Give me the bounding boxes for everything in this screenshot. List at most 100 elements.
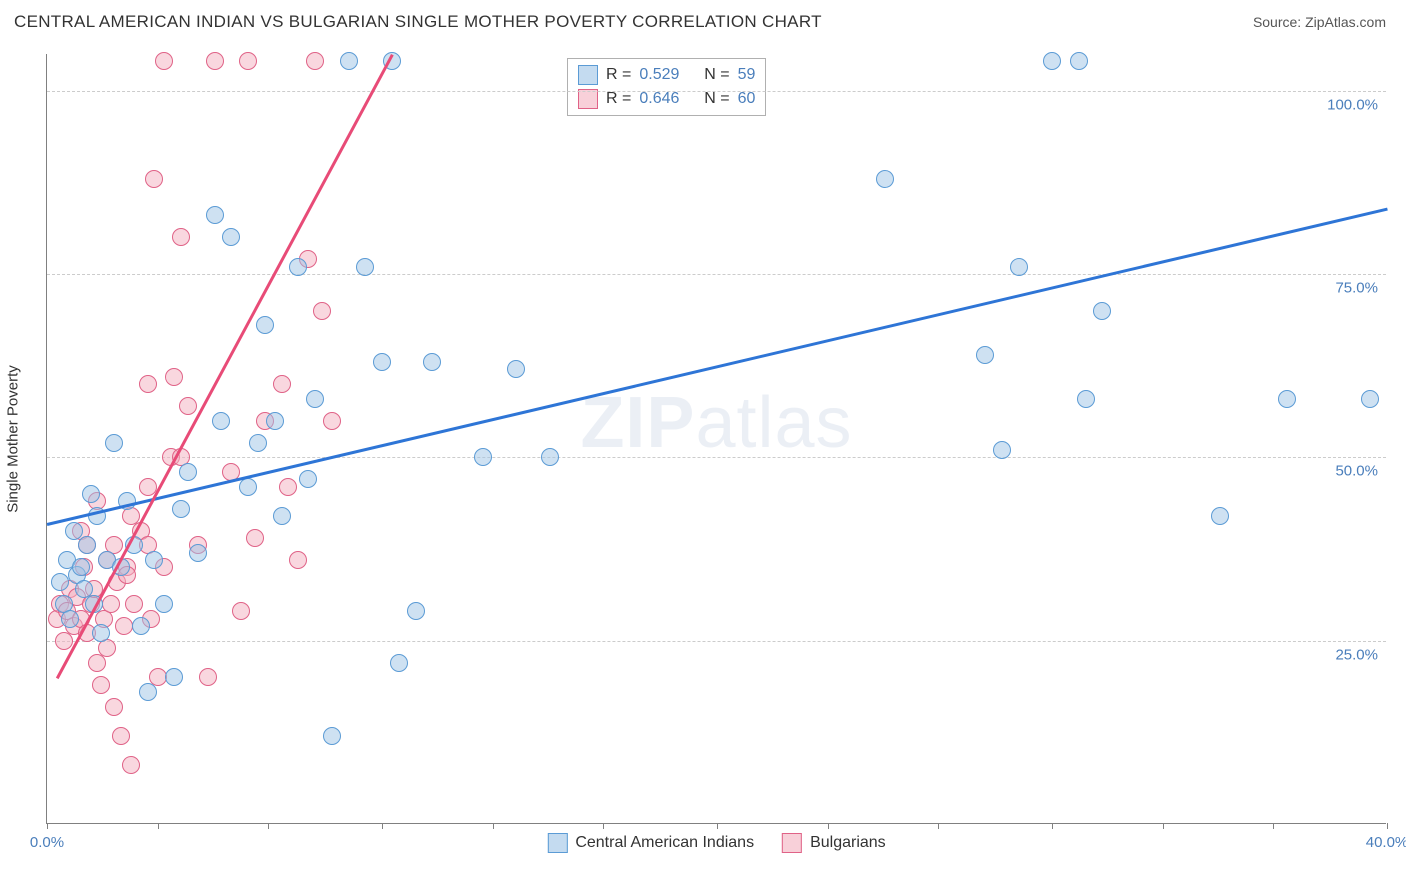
trendline: [47, 208, 1388, 526]
xtick: [47, 823, 48, 829]
scatter-point: [423, 353, 441, 371]
xtick: [603, 823, 604, 829]
stat-r-label: R =: [606, 63, 631, 87]
scatter-point: [61, 610, 79, 628]
xtick: [717, 823, 718, 829]
stat-n-blue: 59: [738, 63, 756, 87]
scatter-point: [299, 470, 317, 488]
xtick: [493, 823, 494, 829]
scatter-point: [122, 756, 140, 774]
scatter-point: [165, 668, 183, 686]
scatter-point: [323, 727, 341, 745]
stats-row-blue: R = 0.529 N = 59: [578, 63, 755, 87]
scatter-point: [206, 206, 224, 224]
scatter-point: [212, 412, 230, 430]
gridline: [47, 91, 1386, 92]
xtick: [1387, 823, 1388, 829]
xtick: [1273, 823, 1274, 829]
stat-r-blue: 0.529: [639, 63, 679, 87]
legend-label-pink: Bulgarians: [810, 834, 886, 852]
stats-box: R = 0.529 N = 59 R = 0.646 N = 60: [567, 58, 766, 116]
xtick: [1163, 823, 1164, 829]
scatter-point: [239, 478, 257, 496]
legend-label-blue: Central American Indians: [575, 834, 754, 852]
scatter-point: [82, 485, 100, 503]
scatter-point: [179, 463, 197, 481]
ytick-label: 75.0%: [1335, 280, 1378, 297]
scatter-point: [222, 228, 240, 246]
watermark: ZIPatlas: [580, 382, 852, 464]
chart-header: CENTRAL AMERICAN INDIAN VS BULGARIAN SIN…: [0, 0, 1406, 40]
scatter-point: [179, 397, 197, 415]
stat-n-label: N =: [704, 63, 729, 87]
scatter-point: [993, 441, 1011, 459]
chart-title: CENTRAL AMERICAN INDIAN VS BULGARIAN SIN…: [14, 12, 822, 32]
scatter-point: [155, 595, 173, 613]
scatter-point: [876, 170, 894, 188]
scatter-point: [407, 602, 425, 620]
scatter-point: [102, 595, 120, 613]
scatter-point: [323, 412, 341, 430]
scatter-point: [976, 346, 994, 364]
scatter-point: [232, 602, 250, 620]
scatter-point: [266, 412, 284, 430]
xtick: [1052, 823, 1053, 829]
scatter-point: [1070, 52, 1088, 70]
gridline: [47, 641, 1386, 642]
scatter-point: [78, 536, 96, 554]
legend-item-blue: Central American Indians: [547, 833, 754, 853]
xtick: [382, 823, 383, 829]
scatter-point: [206, 52, 224, 70]
scatter-point: [92, 676, 110, 694]
scatter-point: [306, 390, 324, 408]
swatch-pink-icon: [578, 89, 598, 109]
scatter-point: [51, 573, 69, 591]
scatter-point: [65, 522, 83, 540]
scatter-point: [273, 375, 291, 393]
scatter-point: [474, 448, 492, 466]
scatter-point: [139, 375, 157, 393]
scatter-point: [313, 302, 331, 320]
scatter-point: [199, 668, 217, 686]
chart-source: Source: ZipAtlas.com: [1253, 14, 1386, 30]
scatter-point: [1093, 302, 1111, 320]
scatter-point: [115, 617, 133, 635]
scatter-point: [172, 228, 190, 246]
scatter-point: [155, 52, 173, 70]
scatter-point: [112, 727, 130, 745]
scatter-point: [1211, 507, 1229, 525]
scatter-point: [356, 258, 374, 276]
xtick-label: 40.0%: [1366, 834, 1406, 851]
gridline: [47, 457, 1386, 458]
gridline: [47, 274, 1386, 275]
scatter-point: [279, 478, 297, 496]
scatter-point: [125, 595, 143, 613]
ytick-label: 50.0%: [1335, 463, 1378, 480]
scatter-point: [172, 500, 190, 518]
scatter-point: [239, 52, 257, 70]
scatter-point: [105, 434, 123, 452]
scatter-point: [507, 360, 525, 378]
scatter-point: [1043, 52, 1061, 70]
xtick: [938, 823, 939, 829]
scatter-point: [390, 654, 408, 672]
chart-plot-area: Single Mother Poverty ZIPatlas R = 0.529…: [46, 54, 1386, 824]
legend-swatch-pink-icon: [782, 833, 802, 853]
bottom-legend: Central American Indians Bulgarians: [547, 833, 885, 853]
scatter-point: [1361, 390, 1379, 408]
scatter-point: [72, 558, 90, 576]
xtick: [158, 823, 159, 829]
ytick-label: 25.0%: [1335, 646, 1378, 663]
scatter-point: [1077, 390, 1095, 408]
scatter-point: [256, 316, 274, 334]
scatter-point: [132, 617, 150, 635]
scatter-point: [373, 353, 391, 371]
scatter-point: [289, 551, 307, 569]
scatter-point: [306, 52, 324, 70]
swatch-blue-icon: [578, 65, 598, 85]
scatter-point: [273, 507, 291, 525]
scatter-point: [92, 624, 110, 642]
scatter-point: [145, 170, 163, 188]
xtick-label: 0.0%: [30, 834, 64, 851]
scatter-point: [289, 258, 307, 276]
